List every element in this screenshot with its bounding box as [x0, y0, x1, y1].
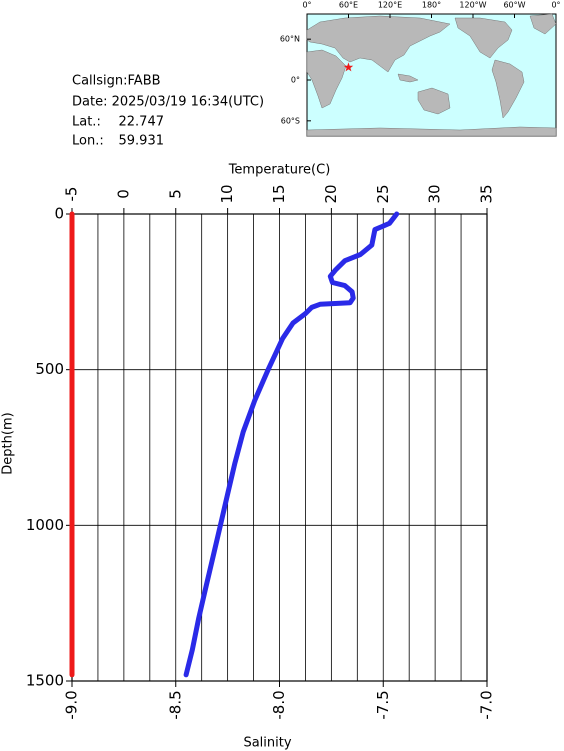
x-tick-label: 15 — [270, 184, 288, 203]
y-tick-label: 500 — [35, 360, 64, 378]
x-axis-title: Temperature(C) — [228, 163, 331, 178]
lat-label: Lat.: — [72, 115, 101, 130]
x-tick-label: 0 — [114, 189, 132, 199]
y-tick-label: 0 — [54, 205, 64, 223]
map-lon-label: 120°E — [378, 1, 402, 10]
lon-value: 59.931 — [119, 134, 165, 149]
date: Date: 2025/03/19 16:34(UTC) — [72, 95, 264, 110]
land — [306, 13, 557, 137]
x-tick-label: 25 — [374, 184, 392, 203]
x2-tick-label: -8.5 — [166, 690, 184, 719]
x-tick-label: 30 — [426, 184, 444, 203]
callsign: Callsign:FABB — [72, 74, 161, 89]
x2-tick-label: -7.0 — [478, 690, 496, 719]
lon-label: Lon.: — [72, 134, 104, 149]
map-lat-label: 60°S — [281, 116, 300, 125]
map-lon-label: 60°W — [503, 1, 525, 10]
x-tick-label: 35 — [478, 184, 496, 203]
map-lat-label: 60°N — [280, 35, 300, 44]
map: 0° 60°E 120°E 180° 120°W 60°W 0° 60°N 0° 60°S — [280, 1, 561, 137]
map-lon-label: 60°E — [339, 1, 358, 10]
y-tick-label: 1500 — [26, 672, 64, 690]
map-lat-label: 0° — [291, 76, 300, 85]
y-axis-title: Depth(m) — [1, 412, 16, 474]
x-tick-label: -5 — [63, 187, 81, 202]
map-lon-label: 0° — [551, 1, 560, 10]
x2-tick-label: -7.5 — [374, 690, 392, 719]
x2-tick-label: -9.0 — [63, 690, 81, 719]
station-marker — [343, 62, 354, 72]
lat-value: 22.747 — [119, 115, 165, 130]
x2-axis-title: Salinity — [243, 736, 291, 751]
map-lon-label: 0° — [302, 1, 311, 10]
x2-tick-label: -8.0 — [270, 690, 288, 719]
x-tick-label: 10 — [218, 184, 236, 203]
x-tick-label: 5 — [166, 189, 184, 199]
y-tick-label: 1000 — [26, 516, 64, 534]
map-lon-label: 120°W — [459, 1, 486, 10]
profile-line — [183, 211, 400, 678]
x-tick-label: 20 — [322, 184, 340, 203]
map-lon-label: 180° — [422, 1, 441, 10]
